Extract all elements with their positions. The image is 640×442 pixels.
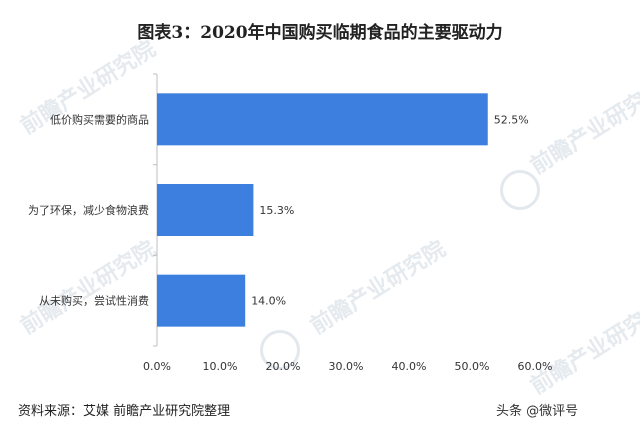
bar (157, 274, 246, 327)
bar (157, 184, 254, 236)
x-tick-label: 0.0% (143, 360, 171, 373)
chart-title: 图表3：2020年中国购买临期食品的主要驱动力 (137, 23, 503, 43)
category-label: 低价购买需要的商品 (50, 112, 149, 126)
data-label: 52.5% (494, 113, 529, 126)
source-note: 资料来源：艾媒 前瞻产业研究院整理 (18, 404, 231, 419)
watermark-logo-icon (500, 170, 540, 210)
category-label: 从未购买，尝试性消费 (39, 294, 149, 308)
data-label: 15.3% (259, 204, 294, 217)
category-label: 为了环保，减少食物浪费 (28, 203, 149, 217)
bar (157, 93, 488, 146)
x-tick-label: 10.0% (203, 360, 238, 373)
x-tick-label: 50.0% (455, 360, 490, 373)
x-tick-label: 60.0% (518, 360, 553, 373)
data-label: 14.0% (251, 295, 286, 308)
watermark-logo-icon (260, 330, 300, 370)
attribution: 头条 @微评号 (496, 404, 579, 419)
x-tick-label: 30.0% (329, 360, 364, 373)
x-tick-label: 20.0% (266, 360, 301, 373)
x-tick-label: 40.0% (392, 360, 427, 373)
